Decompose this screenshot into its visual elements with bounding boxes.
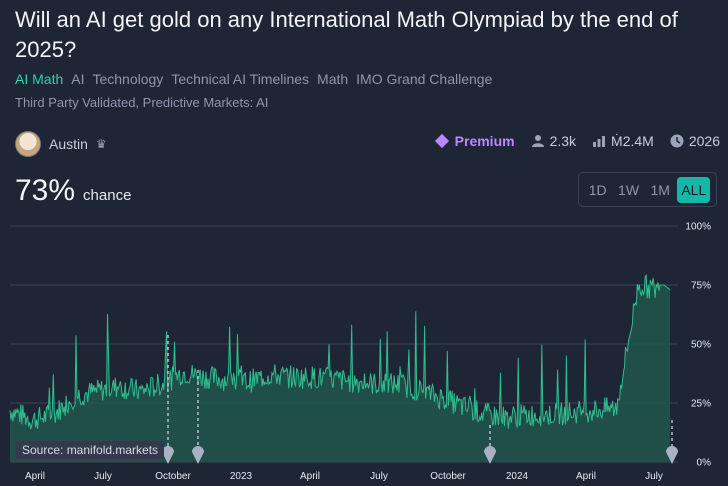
close-date-stat: 2026 [670,133,720,149]
close-year: 2026 [688,133,720,149]
time-range-selector: 1D 1W 1M ALL [578,172,717,207]
probability-display: 73% chance [15,174,131,208]
crown-icon: ♛ [95,137,107,151]
series-line [9,273,671,430]
volume-value: Ṁ2.4M [611,133,654,149]
tag-list: AI Math AI Technology Technical AI Timel… [15,71,492,87]
y-tick-label: 0% [697,458,712,469]
annotation-pin [666,446,678,464]
tag-imo-grand-challenge[interactable]: IMO Grand Challenge [356,71,493,87]
chart-area [9,273,671,462]
y-tick-label: 25% [691,399,711,410]
annotation-pin [162,446,174,464]
subtag-line[interactable]: Third Party Validated, Predictive Market… [15,95,269,110]
tag-ai-math[interactable]: AI Math [15,71,64,87]
chart-markers [162,335,678,464]
x-tick-label: October [155,471,191,482]
range-1w-button[interactable]: 1W [618,181,640,198]
tag-math[interactable]: Math [317,71,349,87]
probability-label: chance [83,187,132,204]
area-fill [10,275,670,462]
y-tick-label: 50% [691,340,711,351]
premium-label: Premium [454,133,515,149]
x-tick-label: 2024 [506,471,529,482]
range-1d-button[interactable]: 1D [588,181,607,198]
x-axis-labels: April July October 2023 April July October 2024… [25,471,663,482]
tag-technical-ai-timelines[interactable]: Technical AI Timelines [171,71,310,87]
x-tick-label: October [430,471,466,482]
annotation-pin [484,446,496,464]
traders-count: 2.3k [549,133,577,149]
y-axis-labels: 100% 75% 50% 25% 0% [685,222,711,469]
clock-icon [670,134,684,148]
author-name[interactable]: Austin [49,136,88,152]
annotation-pin [192,446,204,464]
diamond-icon [434,133,449,149]
market-stats: Premium 2.3k Ṁ2.4M 2026 [434,133,720,149]
bar-chart-icon [593,136,606,147]
x-tick-label: 2023 [230,471,253,482]
source-label: Source: manifold.markets [16,441,165,459]
person-icon [531,135,544,147]
probability-value: 73% [15,174,76,207]
x-tick-label: July [94,471,112,482]
x-tick-label: April [300,471,320,482]
traders-stat: 2.3k [531,133,576,149]
market-title: Will an AI get gold on any International… [15,7,678,62]
range-all-button[interactable]: ALL [677,176,711,203]
y-tick-label: 100% [685,222,711,233]
volume-stat: Ṁ2.4M [592,133,654,149]
range-1m-button[interactable]: 1M [650,181,670,198]
author-block[interactable]: Austin ♛ [15,131,107,157]
x-tick-label: April [25,471,45,482]
x-tick-label: July [370,471,388,482]
x-tick-label: July [645,471,663,482]
tag-ai[interactable]: AI [71,71,85,87]
avatar[interactable] [15,131,41,157]
premium-badge[interactable]: Premium [434,133,515,149]
tag-technology[interactable]: Technology [92,71,164,87]
probability-chart[interactable]: 100%75%50%25%0% April July October 2023 Apri… [0,220,728,486]
x-tick-label: April [576,471,596,482]
y-tick-label: 75% [691,281,711,292]
